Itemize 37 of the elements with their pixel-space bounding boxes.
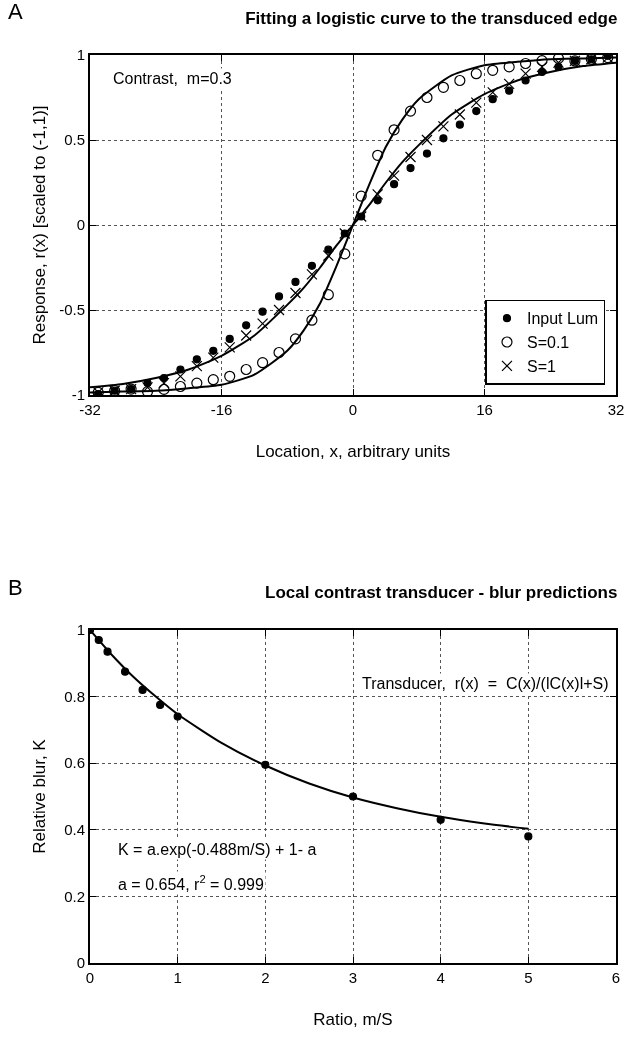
x-tick-label: 0 (348, 401, 358, 418)
text: B (8, 575, 23, 600)
x-tick-label: 4 (436, 969, 445, 986)
y-axis-title: Response, r(x) [scaled to (-1,1)] (30, 105, 49, 345)
text: A (8, 0, 23, 24)
chart-title: Local contrast transducer - blur predictions (265, 583, 618, 603)
y-tick-label: 0 (76, 216, 85, 234)
x-tick-label: 2 (261, 969, 270, 986)
x-axis-title: Ratio, m/S (313, 1010, 393, 1029)
y-tick-label: 0.6 (64, 754, 85, 772)
x-tick-label: 3 (348, 969, 358, 986)
y-tick-label: 0 (76, 954, 85, 972)
x-tick-label: 6 (611, 969, 621, 986)
y-tick-label: 1 (76, 46, 85, 64)
x-tick-label: 1 (173, 969, 182, 986)
x-tick-label: 32 (607, 401, 625, 418)
chart-title: Fitting a logistic curve to the transduced edge (245, 8, 618, 28)
annotation: K = a.exp(-0.488m/S) + 1- a (118, 841, 317, 858)
y-tick-label: -0.5 (59, 301, 85, 319)
y-tick-label: 0.2 (64, 887, 85, 905)
legend-label: S=0.1 (526, 334, 570, 352)
y-tick-label: 0.4 (64, 821, 85, 839)
y-tick-label: -1 (71, 386, 85, 404)
y-tick-label: 0.5 (64, 131, 85, 149)
annotation: Contrast, m=0.3 (113, 70, 232, 87)
legend-label: S=1 (526, 358, 556, 376)
x-tick-label: -16 (210, 401, 233, 418)
x-tick-label: 5 (524, 969, 533, 986)
y-tick-label: 0.8 (64, 687, 85, 705)
y-axis-title: Relative blur, K (30, 738, 49, 854)
y-tick-label: 1 (76, 621, 85, 639)
annotation: Transducer, r(x) = C(x)/(lC(x)l+S) (362, 675, 609, 692)
x-tick-label: -32 (79, 401, 101, 418)
x-tick-label: 16 (476, 401, 493, 418)
annotation: a = 0.654, r$^{2}$ = 0.999 (118, 873, 264, 893)
legend-label: Input Lum (526, 310, 599, 328)
x-axis-title: Location, x, arbitrary units (255, 442, 451, 461)
